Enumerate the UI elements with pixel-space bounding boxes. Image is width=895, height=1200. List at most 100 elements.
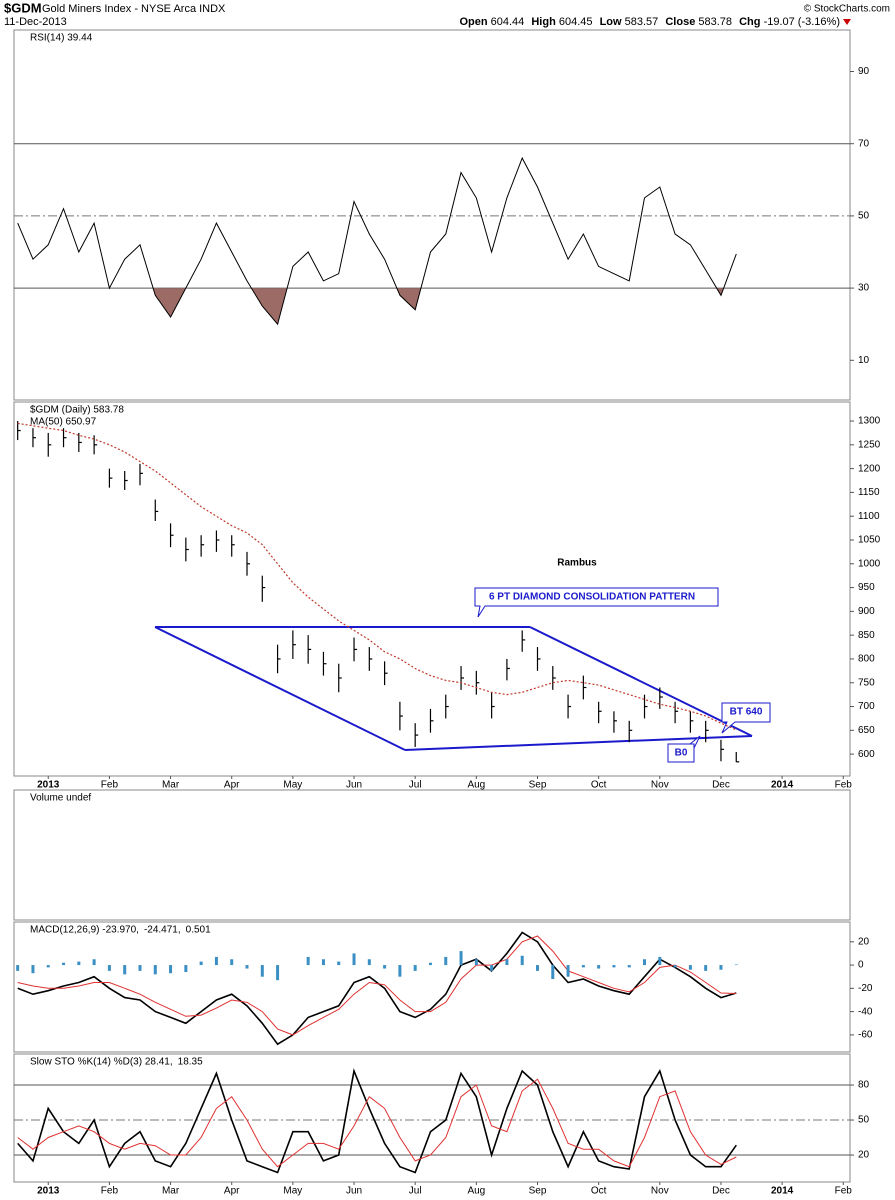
histogram-bar [597, 965, 601, 969]
histogram-bar [643, 959, 647, 966]
x-tick-label: Nov [651, 780, 669, 791]
y-tick-label: 750 [858, 677, 875, 688]
histogram-bar [199, 961, 203, 966]
y-tick-label: 900 [858, 606, 875, 617]
quote-value: 583.57 [625, 16, 659, 28]
histogram-bar [627, 965, 631, 968]
quote-label: Open [459, 16, 487, 28]
pattern-line [154, 626, 406, 751]
panel-frame [13, 401, 851, 777]
histogram-bar [719, 965, 723, 970]
y-tick-label: 80 [858, 1080, 870, 1091]
series-line [17, 422, 737, 731]
annotation: B0 [675, 748, 688, 759]
histogram-bar [673, 965, 677, 968]
y-tick-label: 600 [858, 749, 875, 760]
histogram-bar [505, 959, 509, 966]
histogram-bar [734, 964, 738, 966]
legend-entry: MACD(12,26,9) -23.970, [30, 925, 139, 936]
histogram-bar [490, 965, 494, 971]
y-tick-label: 1100 [858, 511, 880, 522]
histogram-bar [413, 965, 417, 971]
histogram-bar [31, 965, 35, 974]
quote: Open 604.44 High 604.45 Low 583.57 Close… [459, 16, 840, 28]
pattern-line [404, 735, 753, 751]
histogram-bar [107, 965, 111, 971]
y-tick-label: 50 [858, 1115, 870, 1126]
x-tick-label: 2014 [771, 780, 794, 791]
x-tick-label: Dec [712, 1186, 730, 1197]
date: 11-Dec-2013 [4, 16, 67, 28]
callout-box [474, 587, 719, 618]
histogram-bar [337, 961, 341, 966]
x-tick-label: Dec [712, 780, 730, 791]
quote-value: 583.78 [698, 16, 732, 28]
histogram-bar [62, 962, 66, 966]
histogram-bar [276, 965, 280, 981]
y-tick-label: 0 [858, 960, 864, 971]
legend-entry: Volume undef [30, 793, 91, 804]
histogram-bar [92, 959, 96, 966]
legend-entry: 0.501 [186, 925, 211, 936]
x-tick-label: 2013 [37, 1186, 60, 1197]
y-tick-label: 10 [858, 355, 870, 366]
x-tick-label: May [283, 780, 302, 791]
y-tick-label: -20 [858, 983, 873, 994]
x-tick-label: Feb [835, 1186, 853, 1197]
quote-label: Low [600, 16, 622, 28]
histogram-bar [428, 962, 432, 966]
x-tick-label: Jun [346, 780, 362, 791]
histogram-bar [306, 956, 310, 966]
histogram-bar [459, 951, 463, 966]
histogram-bar [138, 965, 142, 971]
x-tick-label: Oct [591, 1186, 607, 1197]
y-tick-label: 70 [858, 138, 870, 149]
y-tick-label: 50 [858, 211, 870, 222]
histogram-bar [153, 965, 157, 975]
y-tick-label: 1300 [858, 416, 881, 427]
x-tick-label: Feb [835, 780, 853, 791]
callout-box [667, 735, 701, 763]
x-tick-label: May [283, 1186, 302, 1197]
legend-entry: -24.471, [144, 925, 181, 936]
legend-entry: $GDM (Daily) 583.78 [30, 405, 124, 416]
diamond-pattern [154, 626, 753, 751]
x-tick-label: Sep [529, 780, 547, 791]
histogram-bar [383, 965, 387, 969]
x-tick-label: Aug [467, 1186, 485, 1197]
copyright: © StockCharts.com [804, 4, 890, 15]
x-tick-label: Nov [651, 1186, 669, 1197]
y-tick-label: 950 [858, 582, 875, 593]
x-tick-label: Apr [224, 1186, 240, 1197]
x-tick-label: Mar [162, 1186, 180, 1197]
histogram-bar [245, 965, 249, 969]
x-tick-label: Oct [591, 780, 607, 791]
histogram-bar [520, 955, 524, 966]
histogram-bar [566, 965, 570, 977]
legend-entry: MA(50) 650.97 [30, 417, 97, 428]
histogram-bar [214, 956, 218, 966]
histogram-bar [444, 956, 448, 966]
y-tick-label: 1000 [858, 558, 881, 569]
y-tick-label: -60 [858, 1030, 873, 1041]
histogram-bar [16, 965, 20, 971]
x-tick-label: Jul [409, 780, 422, 791]
histogram-bar [398, 965, 402, 977]
x-tick-label: Jul [409, 1186, 422, 1197]
histogram-bar [123, 965, 127, 975]
histogram-bar [581, 965, 585, 968]
y-tick-label: 20 [858, 936, 870, 947]
y-tick-label: 700 [858, 701, 875, 712]
histogram-bar [169, 965, 173, 974]
series-line [17, 1078, 737, 1168]
annotation: 6 PT DIAMOND CONSOLIDATION PATTERN [489, 592, 695, 603]
y-tick-label: 850 [858, 630, 875, 641]
symbol: $GDM [4, 0, 42, 15]
y-tick-label: 1050 [858, 535, 881, 546]
x-tick-label: Sep [529, 1186, 547, 1197]
pattern-line [529, 626, 753, 737]
panel-frame [13, 1053, 851, 1183]
series-line [17, 931, 737, 1046]
